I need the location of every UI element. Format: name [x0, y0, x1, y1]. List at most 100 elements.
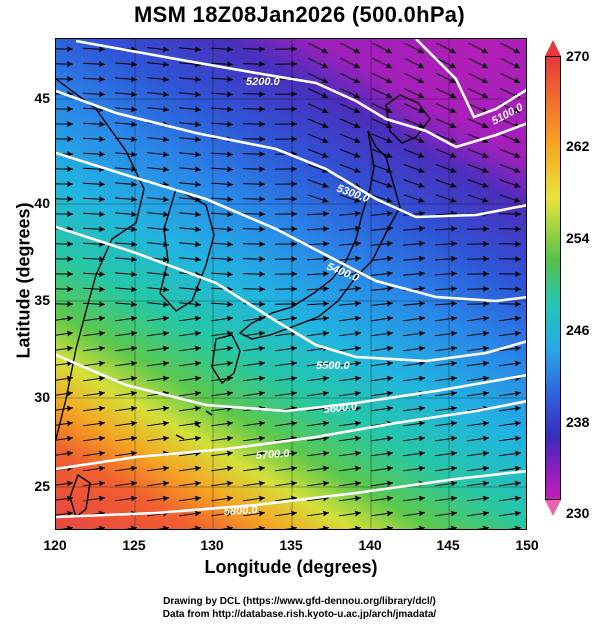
wind-arrow — [274, 105, 298, 112]
wind-arrow — [115, 196, 138, 203]
wind-arrow — [147, 315, 169, 322]
wind-arrow — [275, 510, 297, 517]
wind-arrow — [210, 76, 234, 83]
wind-arrow — [179, 435, 201, 442]
wind-arrow — [499, 405, 521, 412]
korea-coast — [159, 187, 215, 312]
wind-arrow — [372, 42, 393, 54]
wind-arrow — [467, 510, 489, 517]
wind-arrow — [210, 256, 234, 263]
wind-arrow — [274, 300, 298, 307]
wind-arrow — [435, 118, 457, 128]
wind-arrow — [179, 76, 202, 83]
wind-arrow — [274, 60, 298, 67]
wind-arrow — [371, 360, 393, 367]
wind-arrow — [274, 45, 298, 52]
wind-arrow — [468, 42, 489, 54]
wind-arrow — [371, 525, 393, 529]
wind-arrow — [179, 136, 202, 143]
wind-arrow — [435, 450, 457, 457]
wind-arrow — [83, 345, 105, 352]
wind-arrow — [436, 72, 457, 84]
wind-arrow — [371, 450, 393, 457]
wind-arrow — [82, 211, 106, 218]
hokkaido-coast — [385, 94, 431, 144]
wind-arrow — [435, 480, 457, 487]
wind-arrow — [274, 270, 298, 277]
wind-arrow — [403, 163, 425, 173]
wind-arrow — [499, 480, 521, 487]
wind-arrow — [339, 255, 362, 262]
wind-arrow — [499, 510, 521, 517]
wind-arrow — [56, 345, 73, 352]
wind-arrow — [498, 271, 522, 278]
wind-arrow — [339, 163, 361, 173]
wind-arrow — [211, 330, 233, 337]
wind-arrow — [147, 196, 170, 203]
wind-arrow — [243, 525, 265, 529]
contour-line — [75, 39, 526, 149]
wind-arrow — [403, 510, 425, 517]
wind-arrow — [306, 270, 330, 277]
wind-arrow — [211, 420, 233, 427]
wind-arrow — [83, 420, 105, 427]
wind-arrow — [82, 301, 106, 308]
wind-arrow — [435, 103, 457, 114]
wind-arrow — [498, 211, 522, 218]
wind-arrow — [115, 286, 138, 293]
wind-arrow — [179, 315, 201, 322]
wind-arrow — [115, 151, 138, 158]
wind-arrow — [307, 465, 329, 472]
wind-arrow — [56, 136, 74, 143]
wind-arrow — [467, 163, 489, 173]
wind-arrow — [83, 360, 105, 367]
china-coast — [56, 78, 145, 440]
wind-arrow — [307, 330, 329, 337]
wind-arrow — [499, 465, 521, 472]
wind-arrow — [56, 495, 73, 502]
wind-arrow — [308, 72, 329, 84]
wind-arrow — [82, 91, 106, 98]
wind-arrow — [307, 148, 329, 158]
wind-arrow — [306, 210, 330, 217]
wind-arrow — [403, 88, 425, 99]
wind-arrow — [499, 420, 521, 427]
contour-label: 5600.0 — [323, 400, 359, 416]
wind-arrow — [307, 360, 329, 367]
taiwan-coast — [69, 473, 91, 519]
wind-arrow — [434, 240, 458, 247]
wind-arrow — [115, 106, 138, 113]
wind-arrow — [82, 226, 106, 233]
wind-arrow — [339, 360, 361, 367]
wind-arrow — [115, 166, 138, 173]
wind-arrow — [210, 301, 234, 308]
wind-arrow — [147, 420, 169, 427]
wind-arrow — [274, 255, 298, 262]
wind-arrow — [371, 315, 393, 322]
wind-arrow — [83, 435, 105, 442]
wind-arrow — [500, 57, 521, 69]
wind-arrow — [404, 42, 425, 54]
wind-arrow — [499, 450, 521, 457]
wind-arrow — [147, 405, 169, 412]
contour-line — [56, 469, 526, 519]
wind-arrow — [339, 525, 361, 529]
wind-arrow — [307, 480, 329, 487]
contour-label: 5500.0 — [316, 360, 351, 372]
wind-arrow — [56, 286, 74, 293]
wind-arrow — [56, 525, 73, 529]
wind-arrow — [243, 510, 265, 517]
wind-arrow — [467, 133, 489, 143]
wind-arrow — [56, 106, 74, 113]
x-tick-label: 140 — [358, 537, 382, 553]
wind-arrow — [115, 360, 137, 367]
map-title: MSM 18Z08Jan2026 (500.0hPa) — [134, 2, 465, 27]
wind-arrow — [179, 405, 201, 412]
wind-arrow — [403, 148, 425, 158]
wind-arrow — [179, 495, 201, 502]
wind-arrow — [468, 57, 489, 69]
wind-arrow — [243, 435, 265, 442]
contour-label: 5700.0 — [255, 448, 290, 462]
wind-arrow — [210, 181, 234, 188]
wind-arrow — [403, 525, 425, 529]
